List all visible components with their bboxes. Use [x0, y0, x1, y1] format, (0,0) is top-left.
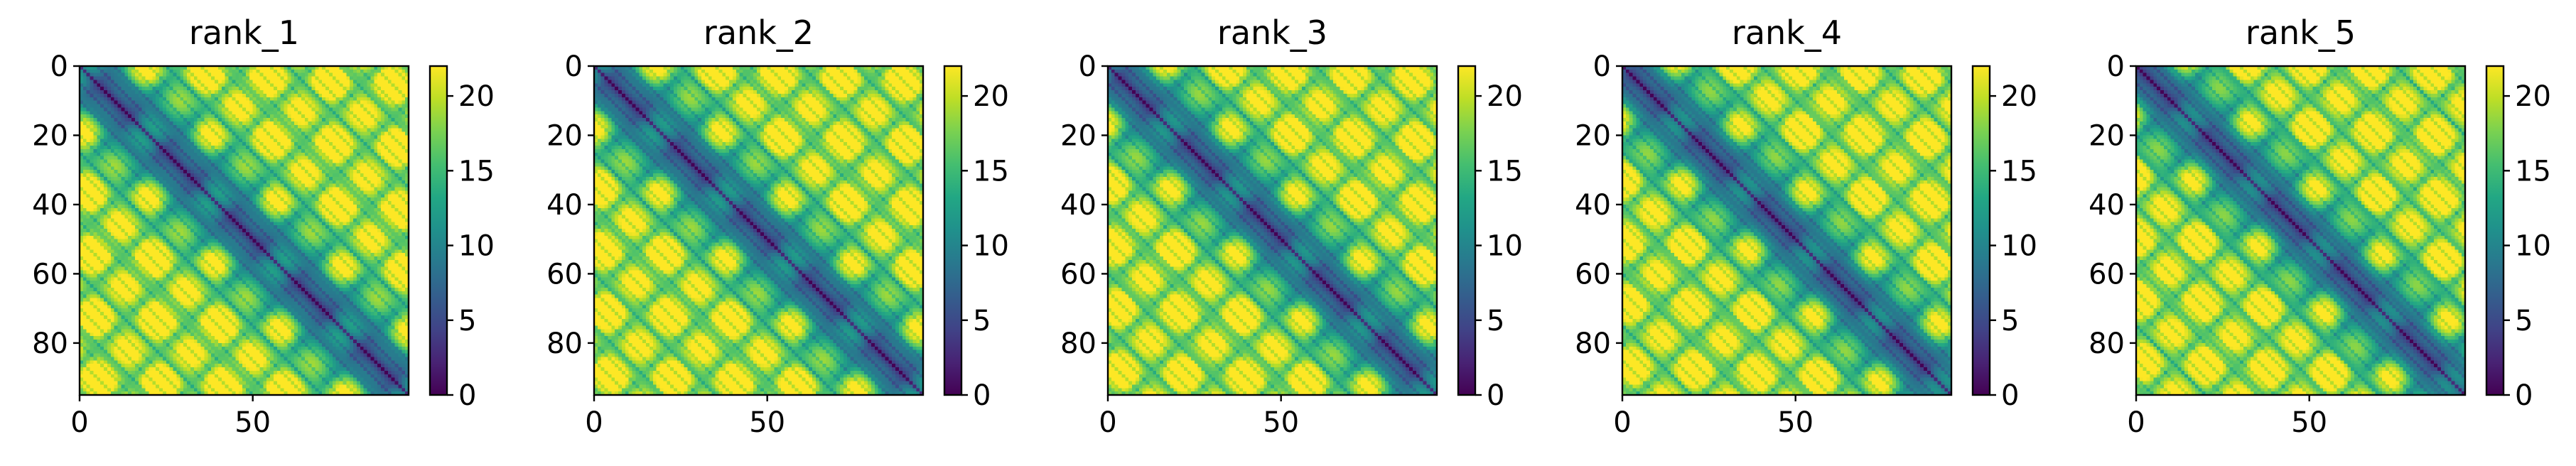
colorbar-tick-label: 20 — [1487, 80, 1523, 113]
x-tick-label: 50 — [1263, 406, 1299, 439]
y-tick-label: 80 — [1060, 327, 1096, 360]
panel-4: rank_4 0 20 40 60 80 0 50 0 5 10 15 20 — [1575, 13, 2037, 439]
y-tick-label: 60 — [546, 258, 583, 291]
colorbar-tick-label: 20 — [2001, 80, 2037, 113]
colorbar-tick-label: 10 — [973, 230, 1009, 263]
y-tick-label: 0 — [565, 50, 583, 83]
y-tick-label: 60 — [1060, 258, 1096, 291]
x-tick-label: 50 — [1777, 406, 1814, 439]
x-tick-label: 0 — [585, 406, 603, 439]
colorbar — [1971, 65, 1991, 396]
y-tick-label: 20 — [2089, 119, 2125, 152]
y-tick-label: 40 — [546, 189, 583, 222]
chart-title: rank_2 — [704, 13, 814, 52]
colorbar-tick-label: 10 — [458, 230, 495, 263]
axes-frame — [1621, 65, 1953, 396]
colorbar-tick-label: 20 — [2515, 80, 2551, 113]
chart-title: rank_4 — [1732, 13, 1842, 52]
colorbar-tick-label: 10 — [2515, 230, 2551, 263]
axes-frame — [78, 65, 410, 396]
colorbar-tick-label: 5 — [458, 305, 476, 337]
y-tick-label: 40 — [2089, 189, 2125, 222]
panel-3: rank_3 0 20 40 60 80 0 50 0 5 10 15 20 — [1060, 13, 1523, 439]
colorbar-tick-label: 15 — [458, 155, 495, 188]
axes-frame — [2135, 65, 2467, 396]
chart-title: rank_5 — [2246, 13, 2356, 52]
colorbar-tick-label: 10 — [2001, 230, 2037, 263]
colorbar-tick-label: 15 — [2515, 155, 2551, 188]
y-tick-label: 20 — [546, 119, 583, 152]
y-tick-label: 0 — [2107, 50, 2125, 83]
colorbar-tick-label: 15 — [1487, 155, 1523, 188]
y-tick-label: 60 — [1575, 258, 1611, 291]
chart-title: rank_3 — [1217, 13, 1327, 52]
x-tick-label: 50 — [749, 406, 785, 439]
colorbar — [2485, 65, 2505, 396]
colorbar — [1457, 65, 1477, 396]
y-tick-label: 80 — [546, 327, 583, 360]
x-tick-label: 50 — [2291, 406, 2327, 439]
y-tick-label: 80 — [32, 327, 68, 360]
x-tick-label: 0 — [1613, 406, 1631, 439]
axes-frame — [593, 65, 925, 396]
colorbar-tick-label: 5 — [2515, 305, 2533, 337]
colorbar-tick-label: 15 — [2001, 155, 2037, 188]
heatmap-image — [2136, 66, 2465, 395]
x-tick-label: 0 — [70, 406, 88, 439]
colorbar-tick-label: 5 — [1487, 305, 1504, 337]
x-tick-label: 0 — [1099, 406, 1116, 439]
x-tick-label: 0 — [2127, 406, 2145, 439]
colorbar-tick-label: 0 — [1487, 379, 1504, 412]
y-tick-label: 40 — [1060, 189, 1096, 222]
heatmap-image — [80, 66, 409, 395]
colorbar-tick-label: 0 — [2515, 379, 2533, 412]
axes-frame — [1106, 65, 1438, 396]
panel-5: rank_5 0 20 40 60 80 0 50 0 5 10 15 20 — [2089, 13, 2551, 439]
y-tick-label: 20 — [32, 119, 68, 152]
colorbar-tick-label: 5 — [2001, 305, 2019, 337]
colorbar-tick-label: 20 — [973, 80, 1009, 113]
y-tick-label: 60 — [2089, 258, 2125, 291]
chart-title: rank_1 — [189, 13, 299, 52]
y-tick-label: 0 — [50, 50, 68, 83]
colorbar-tick-label: 0 — [2001, 379, 2019, 412]
y-tick-label: 20 — [1575, 119, 1611, 152]
colorbar-tick-label: 20 — [458, 80, 495, 113]
heatmap-image — [1108, 66, 1437, 395]
colorbar-tick-label: 5 — [973, 305, 991, 337]
panel-1: rank_1 0 20 40 60 80 0 50 0 5 10 15 20 — [32, 13, 495, 439]
colorbar — [943, 65, 963, 396]
x-tick-label: 50 — [235, 406, 271, 439]
heatmap-image — [594, 66, 923, 395]
y-tick-label: 60 — [32, 258, 68, 291]
y-tick-label: 20 — [1060, 119, 1096, 152]
y-tick-label: 40 — [1575, 189, 1611, 222]
colorbar — [429, 65, 448, 396]
colorbar-tick-label: 15 — [973, 155, 1009, 188]
y-tick-label: 0 — [1079, 50, 1096, 83]
colorbar-tick-label: 10 — [1487, 230, 1523, 263]
y-tick-label: 80 — [1575, 327, 1611, 360]
y-tick-label: 0 — [1593, 50, 1611, 83]
heatmap-image — [1622, 66, 1951, 395]
colorbar-tick-label: 0 — [973, 379, 991, 412]
y-tick-label: 40 — [32, 189, 68, 222]
panel-2: rank_2 0 20 40 60 80 0 50 0 5 10 15 20 — [546, 13, 1009, 439]
colorbar-tick-label: 0 — [458, 379, 476, 412]
y-tick-label: 80 — [2089, 327, 2125, 360]
